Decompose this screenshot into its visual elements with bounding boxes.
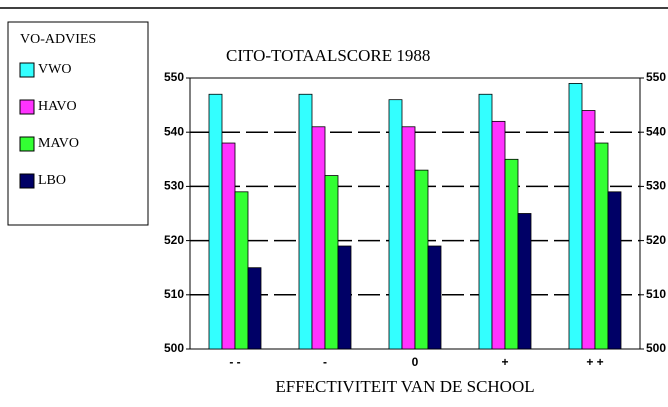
bar <box>568 83 583 350</box>
legend-label: VWO <box>38 62 71 77</box>
chart-title: CITO-TOTAALSCORE 1988 <box>226 46 430 65</box>
y-tick-label: 520 <box>164 233 184 247</box>
legend-box <box>7 21 149 226</box>
x-tick-label: 0 <box>412 355 419 369</box>
legend-label: HAVO <box>38 99 77 114</box>
bar <box>324 175 339 350</box>
legend-swatch <box>19 173 35 189</box>
legend-label: MAVO <box>38 136 79 151</box>
y-tick-label-right: 530 <box>646 179 666 193</box>
bar <box>337 245 352 350</box>
y-tick-label-right: 520 <box>646 233 666 247</box>
bar <box>607 191 622 350</box>
bar <box>594 142 609 350</box>
y-tick-label-right: 500 <box>646 341 666 355</box>
bar <box>491 120 506 350</box>
y-tick-label: 500 <box>164 341 184 355</box>
legend-label: LBO <box>38 173 66 188</box>
y-tick-label-right: 540 <box>646 124 666 138</box>
y-tick-label-right: 510 <box>646 287 666 301</box>
x-tick-label: + + <box>586 355 603 369</box>
bar <box>298 93 313 350</box>
bar <box>388 99 403 350</box>
x-tick-label: + <box>501 355 508 369</box>
legend-title: VO-ADVIES <box>20 32 96 47</box>
y-tick-label: 550 <box>164 70 184 84</box>
bar <box>234 191 249 350</box>
legend-swatch <box>19 136 35 152</box>
x-tick-label: - - <box>229 355 240 369</box>
bar <box>504 158 519 350</box>
y-tick-label: 510 <box>164 287 184 301</box>
y-tick-label: 530 <box>164 179 184 193</box>
bar <box>208 93 223 350</box>
bar <box>247 267 262 350</box>
bar <box>478 93 493 350</box>
y-tick-label-right: 550 <box>646 70 666 84</box>
y-tick-label: 540 <box>164 124 184 138</box>
bar <box>401 126 416 350</box>
bar <box>517 213 532 350</box>
bar <box>427 245 442 350</box>
x-tick-label: - <box>323 355 327 369</box>
bar <box>414 169 429 350</box>
bar <box>311 126 326 350</box>
legend-swatch <box>19 62 35 78</box>
bar <box>581 110 596 350</box>
legend-swatch <box>19 99 35 115</box>
bar <box>221 142 236 350</box>
x-axis-label: EFFECTIVITEIT VAN DE SCHOOL <box>275 377 534 396</box>
